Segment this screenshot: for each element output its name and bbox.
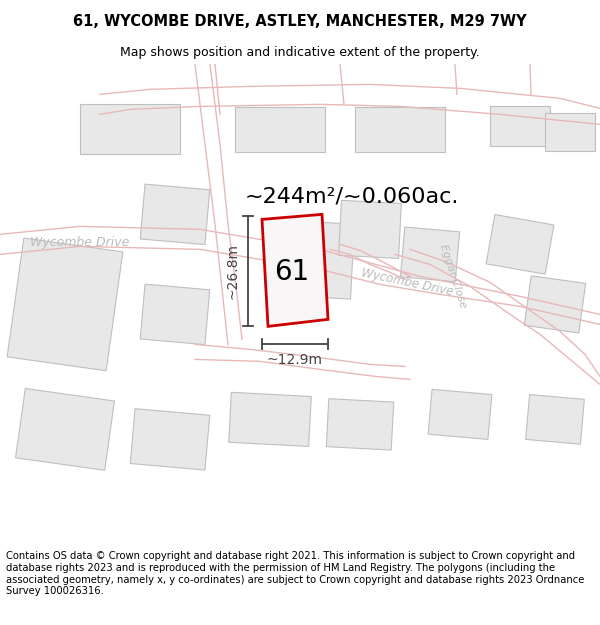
Polygon shape xyxy=(262,214,328,326)
Polygon shape xyxy=(130,409,210,470)
Polygon shape xyxy=(400,227,460,282)
Polygon shape xyxy=(526,394,584,444)
Polygon shape xyxy=(80,104,180,154)
Polygon shape xyxy=(16,389,115,470)
Polygon shape xyxy=(428,389,492,439)
Polygon shape xyxy=(355,107,445,152)
Polygon shape xyxy=(490,106,550,146)
Text: Eggar Close: Eggar Close xyxy=(438,243,468,309)
Text: Map shows position and indicative extent of the property.: Map shows position and indicative extent… xyxy=(120,46,480,59)
Polygon shape xyxy=(140,284,210,344)
Polygon shape xyxy=(235,107,325,152)
Polygon shape xyxy=(338,201,401,258)
Text: ~12.9m: ~12.9m xyxy=(267,353,323,367)
Polygon shape xyxy=(7,238,123,371)
Polygon shape xyxy=(486,214,554,274)
Polygon shape xyxy=(140,184,210,244)
Text: Wycombe Drive: Wycombe Drive xyxy=(360,266,454,299)
Polygon shape xyxy=(545,113,595,151)
Text: 61, WYCOMBE DRIVE, ASTLEY, MANCHESTER, M29 7WY: 61, WYCOMBE DRIVE, ASTLEY, MANCHESTER, M… xyxy=(73,14,527,29)
Text: ~244m²/~0.060ac.: ~244m²/~0.060ac. xyxy=(245,186,460,206)
Text: Wycombe Drive: Wycombe Drive xyxy=(30,236,130,249)
Polygon shape xyxy=(266,220,355,299)
Polygon shape xyxy=(229,392,311,446)
Text: 61: 61 xyxy=(274,258,310,286)
Polygon shape xyxy=(326,399,394,450)
Polygon shape xyxy=(524,276,586,333)
Text: ~26.8m: ~26.8m xyxy=(225,243,239,299)
Text: Contains OS data © Crown copyright and database right 2021. This information is : Contains OS data © Crown copyright and d… xyxy=(6,551,584,596)
